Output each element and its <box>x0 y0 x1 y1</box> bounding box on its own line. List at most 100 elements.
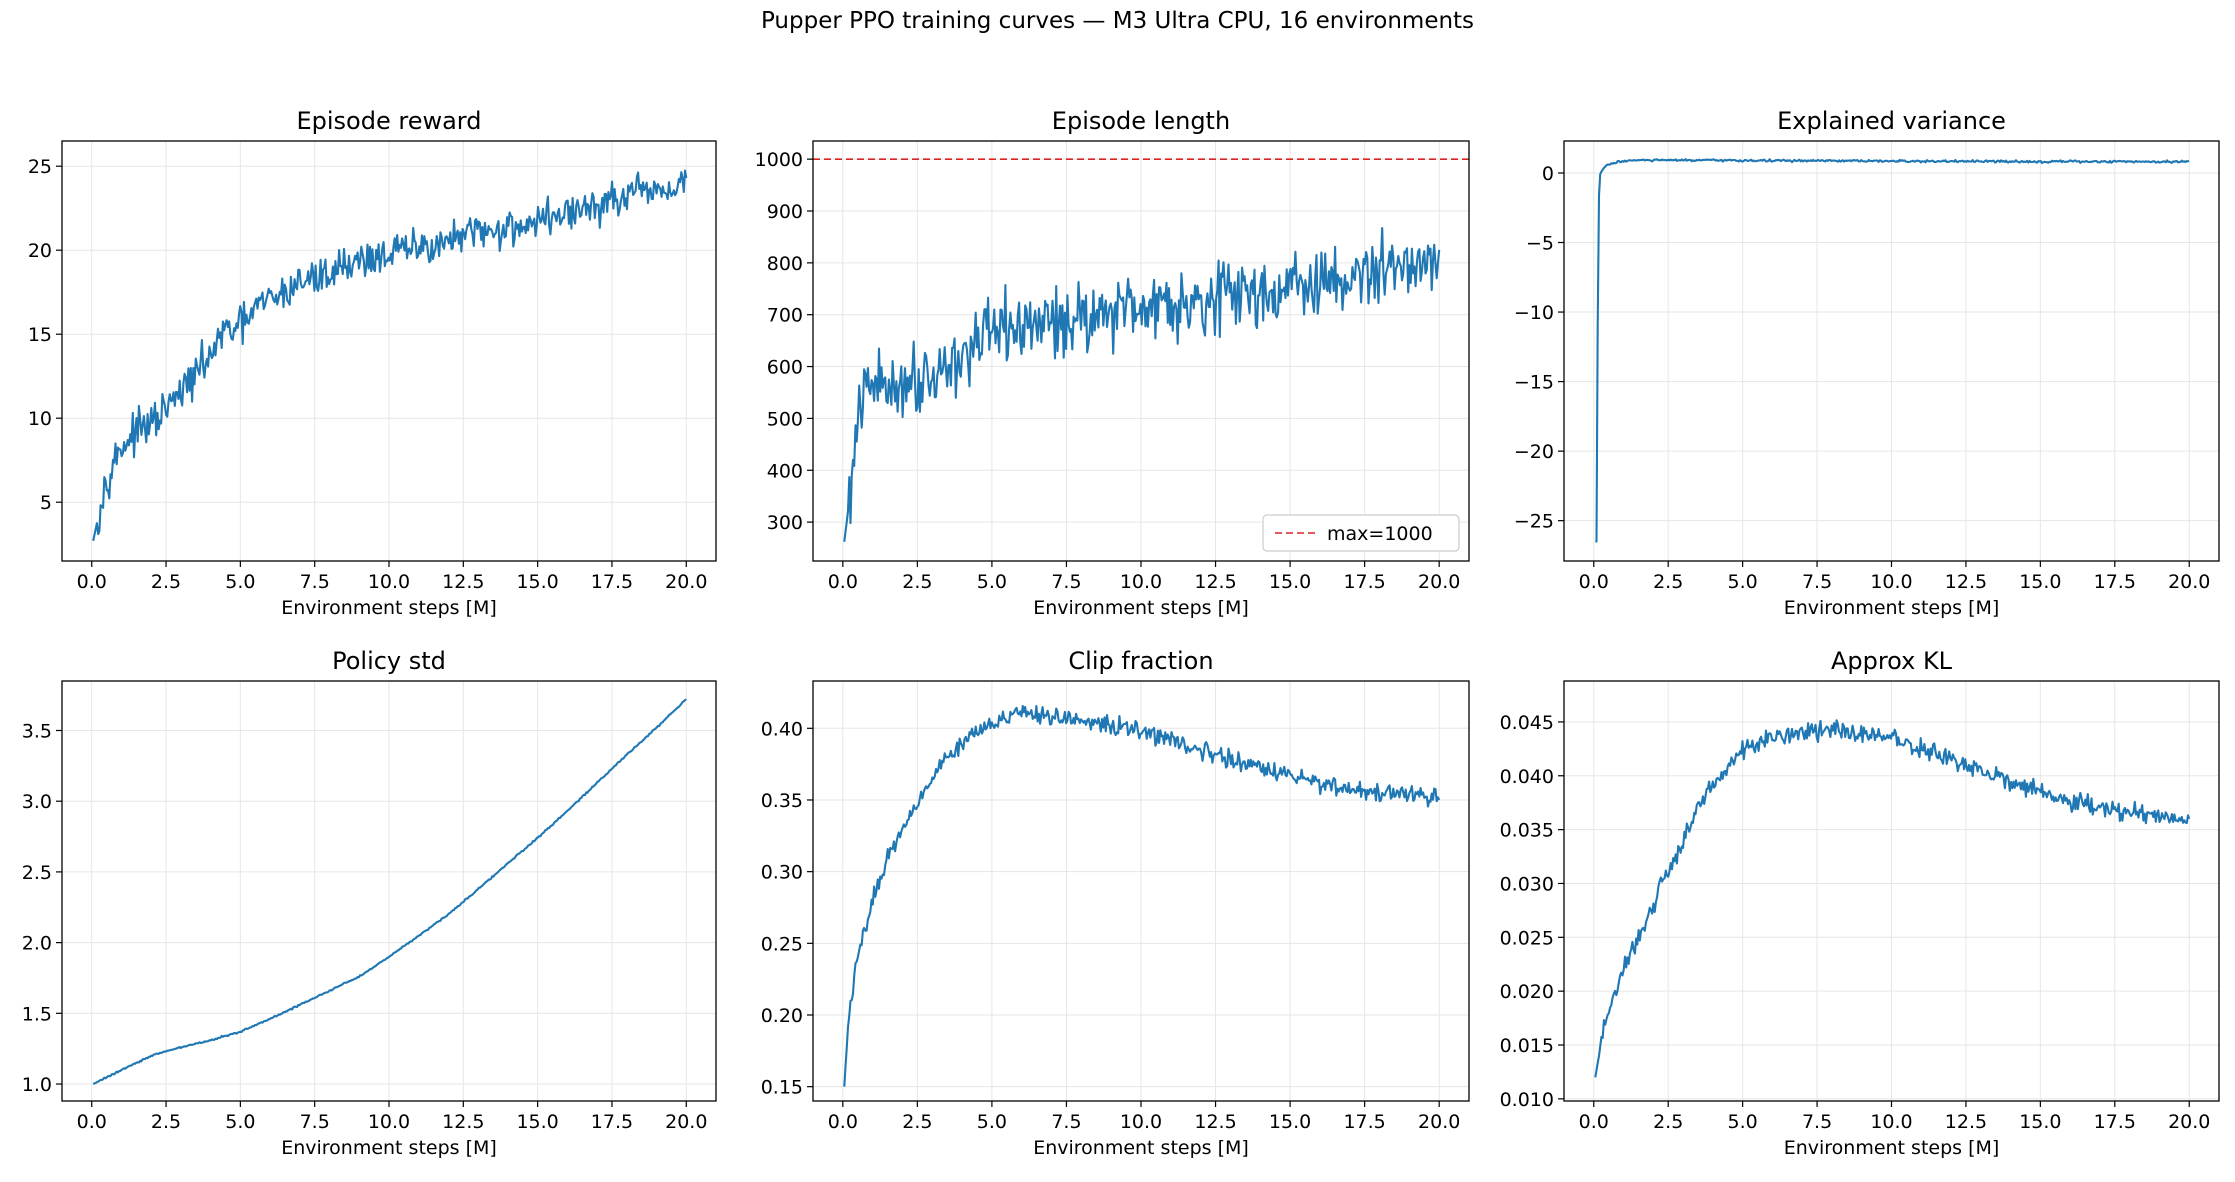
y-tick-label: −10 <box>1514 302 1554 324</box>
x-tick-label: 15.0 <box>2019 1111 2061 1133</box>
y-tick-label: 0.040 <box>1500 766 1554 788</box>
x-tick-label: 0.0 <box>828 571 858 593</box>
x-axis-label: Environment steps [M] <box>281 1137 497 1159</box>
series-line <box>843 227 1441 542</box>
x-tick-label: 20.0 <box>1418 1111 1460 1133</box>
x-tick-label: 12.5 <box>1194 571 1236 593</box>
x-tick-label: 0.0 <box>77 1111 107 1133</box>
x-tick-label: 20.0 <box>2168 1111 2210 1133</box>
x-tick-label: 5.0 <box>977 571 1007 593</box>
legend-label: max=1000 <box>1327 523 1433 545</box>
subplot-3: 0.0 2.5 5.0 7.5 10.0 12.5 15.0 17.5 20.0 −25 −20 −1… <box>1514 107 2220 619</box>
y-tick-label: 500 <box>767 408 803 430</box>
y-tick-label: −25 <box>1514 511 1554 533</box>
x-tick-label: 0.0 <box>77 571 107 593</box>
x-tick-label: 15.0 <box>1269 1111 1311 1133</box>
x-tick-label: 20.0 <box>2168 571 2210 593</box>
subplot-title: Episode reward <box>296 107 481 135</box>
y-tick-label: −5 <box>1526 233 1554 255</box>
x-tick-label: 7.5 <box>1051 571 1081 593</box>
x-tick-label: 10.0 <box>368 1111 410 1133</box>
y-tick-label: 0.025 <box>1500 927 1554 949</box>
x-axis-label: Environment steps [M] <box>1784 597 2000 619</box>
y-tick-label: 400 <box>767 460 803 482</box>
x-tick-label: 2.5 <box>1653 1111 1683 1133</box>
y-tick-label: 2.0 <box>22 933 52 955</box>
x-tick-label: 0.0 <box>1579 571 1609 593</box>
y-tick-label: 10 <box>28 408 52 430</box>
y-tick-label: 700 <box>767 305 803 327</box>
x-axis-label: Environment steps [M] <box>1033 597 1249 619</box>
series-line <box>1594 719 2191 1078</box>
y-tick-label: 0.30 <box>761 862 803 884</box>
y-tick-label: 0.030 <box>1500 873 1554 895</box>
x-tick-label: 0.0 <box>1579 1111 1609 1133</box>
x-axis-label: Environment steps [M] <box>1784 1137 2000 1159</box>
x-tick-label: 2.5 <box>902 571 932 593</box>
x-tick-label: 12.5 <box>442 571 484 593</box>
y-tick-label: 0 <box>1542 163 1554 185</box>
series-line <box>92 698 687 1085</box>
x-tick-label: 17.5 <box>2094 1111 2136 1133</box>
x-tick-label: 5.0 <box>1728 571 1758 593</box>
x-tick-label: 17.5 <box>591 1111 633 1133</box>
x-tick-label: 7.5 <box>300 571 330 593</box>
x-tick-label: 2.5 <box>902 1111 932 1133</box>
x-tick-label: 7.5 <box>1051 1111 1081 1133</box>
y-tick-label: 1.0 <box>22 1074 52 1096</box>
y-tick-label: 0.045 <box>1500 712 1554 734</box>
x-tick-label: 10.0 <box>368 571 410 593</box>
subplot-title: Policy std <box>332 647 446 675</box>
y-tick-label: 0.015 <box>1500 1035 1554 1057</box>
x-tick-label: 7.5 <box>1802 571 1832 593</box>
y-tick-label: 1.5 <box>22 1003 52 1025</box>
x-tick-label: 15.0 <box>516 1111 558 1133</box>
x-tick-label: 17.5 <box>1343 571 1385 593</box>
y-tick-label: −15 <box>1514 372 1554 394</box>
x-tick-label: 17.5 <box>591 571 633 593</box>
legend: max=1000 <box>1262 514 1460 552</box>
y-tick-label: 15 <box>28 324 52 346</box>
y-tick-label: 300 <box>767 512 803 534</box>
subplot-title: Clip fraction <box>1068 647 1213 675</box>
subplot-6: 0.0 2.5 5.0 7.5 10.0 12.5 15.0 17.5 20.0 0.010 0.0… <box>1500 647 2220 1159</box>
x-tick-label: 20.0 <box>665 1111 707 1133</box>
subplot-2: 0.0 2.5 5.0 7.5 10.0 12.5 15.0 17.5 20.0 300 400 50… <box>755 107 1470 619</box>
x-tick-label: 12.5 <box>1194 1111 1236 1133</box>
x-tick-label: 20.0 <box>1418 571 1460 593</box>
x-tick-label: 12.5 <box>1945 1111 1987 1133</box>
y-tick-label: 0.035 <box>1500 820 1554 842</box>
y-tick-label: 3.0 <box>22 791 52 813</box>
series-line <box>1595 158 2190 543</box>
y-tick-label: 1000 <box>755 149 803 171</box>
y-tick-label: 0.15 <box>761 1077 803 1099</box>
x-axis-label: Environment steps [M] <box>1033 1137 1249 1159</box>
x-tick-label: 15.0 <box>2019 571 2061 593</box>
y-tick-label: −20 <box>1514 441 1554 463</box>
subplot-title: Episode length <box>1052 107 1230 135</box>
x-tick-label: 7.5 <box>1802 1111 1832 1133</box>
y-tick-label: 600 <box>767 357 803 379</box>
x-tick-label: 15.0 <box>516 571 558 593</box>
x-tick-label: 2.5 <box>151 1111 181 1133</box>
x-tick-label: 15.0 <box>1269 571 1311 593</box>
x-tick-label: 0.0 <box>828 1111 858 1133</box>
y-tick-label: 0.25 <box>761 933 803 955</box>
x-tick-label: 2.5 <box>151 571 181 593</box>
x-tick-label: 20.0 <box>665 571 707 593</box>
x-tick-label: 17.5 <box>2094 571 2136 593</box>
subplot-title: Explained variance <box>1777 107 2006 135</box>
y-tick-label: 20 <box>28 240 52 262</box>
x-tick-label: 2.5 <box>1653 571 1683 593</box>
figure-title: Pupper PPO training curves — M3 Ultra CP… <box>760 8 1475 34</box>
x-tick-label: 5.0 <box>977 1111 1007 1133</box>
y-tick-label: 0.010 <box>1500 1089 1554 1111</box>
y-tick-label: 5 <box>40 492 52 514</box>
x-tick-label: 5.0 <box>1728 1111 1758 1133</box>
series-line <box>92 169 688 542</box>
y-tick-label: 900 <box>767 201 803 223</box>
y-tick-label: 0.40 <box>761 718 803 740</box>
y-tick-label: 0.20 <box>761 1005 803 1027</box>
x-tick-label: 5.0 <box>225 571 255 593</box>
